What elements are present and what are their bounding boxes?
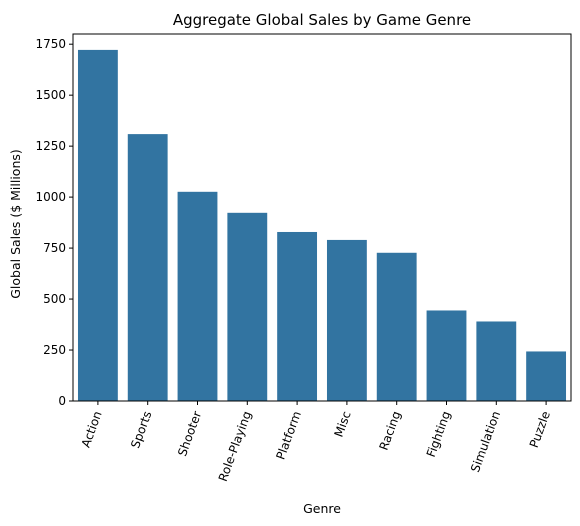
x-tick-label: Fighting [424,409,454,459]
bar-action [77,49,118,402]
bars-group [77,49,567,402]
x-tick-label: Sports [128,409,154,450]
bar-sports [127,134,168,402]
y-tick-label: 750 [43,241,66,255]
y-tick-label: 1750 [35,37,66,51]
x-tick-label: Role-Playing [216,409,254,483]
y-tick-label: 500 [43,292,66,306]
y-tick-label: 1500 [35,88,66,102]
y-tick-label: 0 [58,394,66,408]
x-axis-label: Genre [303,501,341,516]
bar-racing [376,252,417,401]
x-tick-label: Action [79,409,105,449]
bar-shooter [177,191,218,401]
y-tick-label: 250 [43,343,66,357]
bar-puzzle [526,351,567,401]
x-tick-label: Racing [376,409,403,452]
x-tick-label: Misc [331,409,353,439]
y-tick-label: 1000 [35,190,66,204]
bar-role-playing [227,212,268,401]
bar-simulation [476,321,517,401]
x-tick-label: Shooter [175,409,204,458]
bar-misc [326,239,367,401]
x-tick-label: Puzzle [527,409,553,449]
y-axis-ticks: 0 250 500 750 1000 1250 1500 1750 [35,37,73,408]
x-tick-label: Platform [273,409,303,461]
bar-fighting [426,310,467,401]
plot-frame [72,33,572,402]
chart-title: Aggregate Global Sales by Game Genre [173,11,471,29]
y-axis-label: Global Sales ($ Millions) [8,149,23,299]
bar-platform [277,231,318,401]
x-axis-ticks: Action Sports Shooter Role-Playing Platform M… [79,401,553,483]
y-tick-label: 1250 [35,139,66,153]
x-tick-label: Simulation [468,409,503,474]
